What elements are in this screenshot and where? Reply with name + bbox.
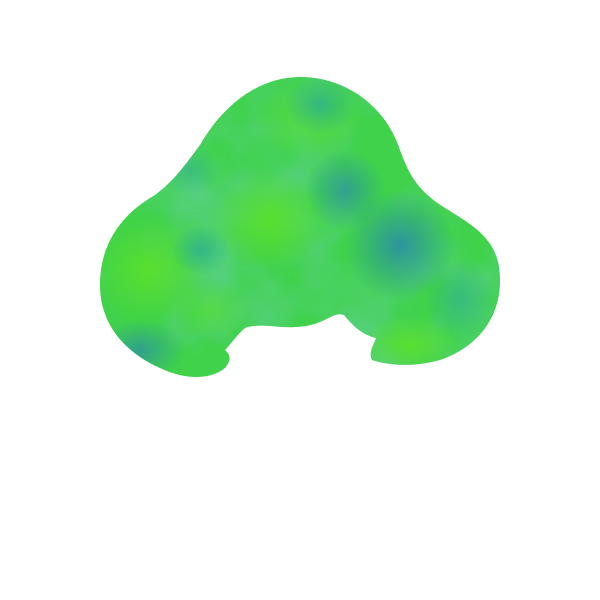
blob-figure: [100, 77, 500, 377]
canvas: [100, 77, 500, 377]
